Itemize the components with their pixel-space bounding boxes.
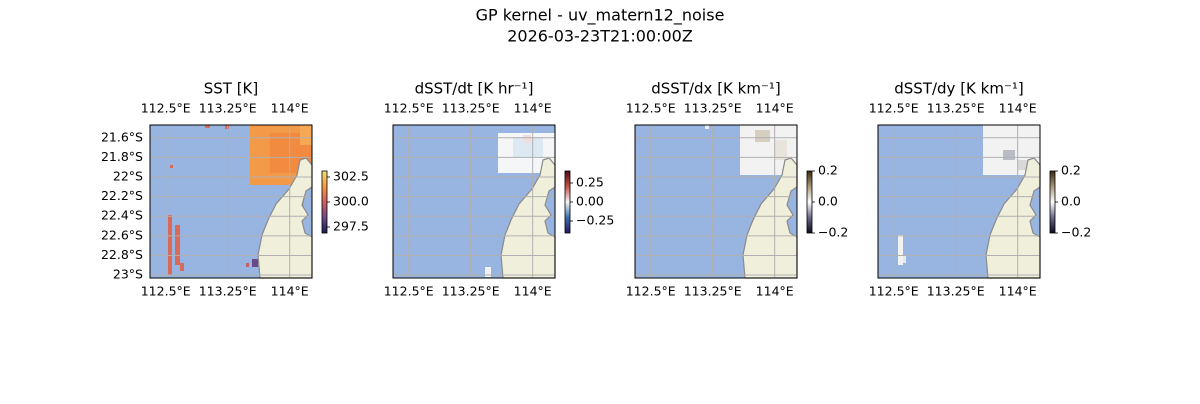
lon-tick-label: 112.5°E [141, 284, 191, 299]
colorbar-tick-label: 0.2 [818, 163, 838, 178]
lon-tick-label: 113.25°E [442, 284, 500, 299]
data-pixels [1018, 160, 1028, 170]
map-panel [149, 124, 313, 279]
data-pixels [246, 263, 249, 267]
panel-title: dSST/dt [K hr⁻¹] [415, 80, 534, 98]
figure-title: GP kernel - uv_matern12_noise [476, 6, 725, 26]
colorbar-tick-label: −0.25 [576, 212, 614, 227]
lon-tick-label: 112.5°E [869, 284, 919, 299]
data-pixels [485, 267, 491, 277]
colorbar-tick-label: 0.2 [1061, 163, 1081, 178]
lat-tick-label: 22.6°S [101, 227, 143, 242]
colorbar-tick-label: −0.2 [818, 225, 848, 240]
lat-tick-label: 22.2°S [101, 188, 143, 203]
lon-tick-label: 114°E [999, 284, 1037, 299]
lon-tick-label: 114°E [514, 101, 552, 116]
colorbar-tick-label: 297.5 [333, 219, 369, 234]
lon-tick-label: 114°E [756, 101, 794, 116]
data-pixels [705, 125, 709, 129]
lat-tick-label: 22.8°S [101, 247, 143, 262]
data-pixels [300, 125, 312, 145]
colorbar-tick-label: 0.0 [818, 194, 838, 209]
lat-tick-label: 23°S [113, 267, 143, 282]
data-pixels [523, 135, 531, 143]
lon-tick-label: 113.25°E [684, 101, 742, 116]
map-panel [877, 124, 1041, 279]
map-frame [149, 124, 313, 279]
data-pixels [180, 263, 184, 271]
figure-subtitle: 2026-03-23T21:00:00Z [507, 27, 693, 46]
panel-title: SST [K] [204, 80, 259, 98]
data-pixels [225, 125, 229, 129]
lon-tick-label: 113.25°E [442, 101, 500, 116]
lon-tick-label: 114°E [271, 284, 309, 299]
data-pixels [513, 137, 543, 157]
lon-tick-label: 114°E [756, 284, 794, 299]
colorbar-tick-label: 0.0 [1061, 194, 1081, 209]
data-pixels [755, 130, 770, 142]
colorbar-tick-label: 300.0 [333, 194, 369, 209]
map-panel [392, 124, 556, 279]
data-pixels [168, 215, 172, 275]
lat-tick-label: 21.8°S [101, 149, 143, 164]
colorbar-tick-label: 302.5 [333, 169, 369, 184]
lon-tick-label: 112.5°E [384, 284, 434, 299]
lat-tick-label: 22°S [113, 168, 143, 183]
lon-tick-label: 113.25°E [927, 101, 985, 116]
lon-tick-label: 112.5°E [626, 284, 676, 299]
lon-tick-label: 112.5°E [384, 101, 434, 116]
data-pixels [898, 235, 903, 265]
panel-title: dSST/dx [K km⁻¹] [651, 80, 781, 98]
map-frame [392, 124, 556, 279]
colorbar [1049, 170, 1056, 234]
lat-tick-label: 21.6°S [101, 129, 143, 144]
data-pixels [170, 165, 173, 168]
data-pixels [252, 259, 258, 267]
data-pixels [205, 125, 210, 128]
data-pixels [903, 255, 906, 263]
data-pixels [1003, 150, 1015, 160]
colorbar-tick-label: 0.25 [576, 175, 604, 190]
lon-tick-label: 114°E [271, 101, 309, 116]
map-frame [877, 124, 1041, 279]
lon-tick-label: 114°E [514, 284, 552, 299]
map-panel [634, 124, 798, 279]
lon-tick-label: 112.5°E [626, 101, 676, 116]
lon-tick-label: 113.25°E [199, 101, 257, 116]
lon-tick-label: 112.5°E [869, 101, 919, 116]
lon-tick-label: 114°E [999, 101, 1037, 116]
lon-tick-label: 113.25°E [927, 284, 985, 299]
colorbar [806, 170, 813, 234]
colorbar [564, 170, 571, 234]
lon-tick-label: 113.25°E [684, 284, 742, 299]
data-pixels [775, 140, 787, 160]
lon-tick-label: 112.5°E [141, 101, 191, 116]
data-pixels [175, 225, 180, 265]
panel-title: dSST/dy [K km⁻¹] [894, 80, 1024, 98]
lat-tick-label: 22.4°S [101, 208, 143, 223]
colorbar-tick-label: −0.2 [1061, 225, 1091, 240]
lon-tick-label: 113.25°E [199, 284, 257, 299]
colorbar-tick-label: 0.00 [576, 194, 604, 209]
map-frame [634, 124, 798, 279]
colorbar [321, 170, 328, 234]
